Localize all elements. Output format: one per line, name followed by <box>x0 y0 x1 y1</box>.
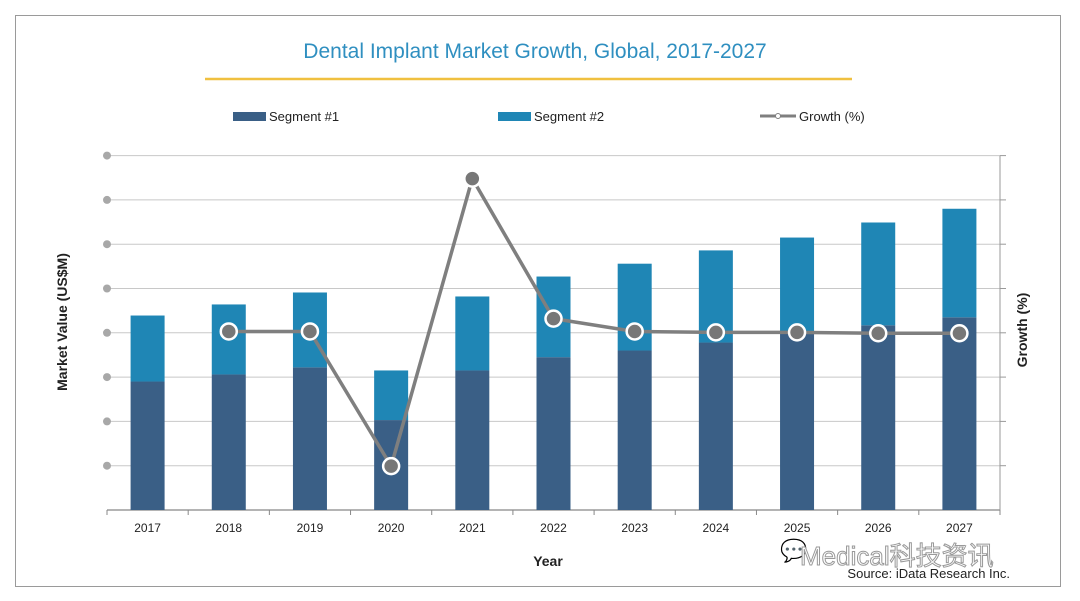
bar-segment-1 <box>292 367 327 510</box>
x-tick-label: 2026 <box>865 521 892 535</box>
legend-marker-growth <box>775 113 781 119</box>
chart-title: Dental Implant Market Growth, Global, 20… <box>303 40 766 63</box>
bar-segment-1 <box>536 357 571 510</box>
legend-label-growth: Growth (%) <box>799 109 865 124</box>
growth-marker <box>868 323 888 343</box>
growth-marker <box>463 169 482 188</box>
growth-marker <box>219 322 239 341</box>
bar-segment-2 <box>780 237 815 334</box>
x-tick-label: 2023 <box>621 521 648 535</box>
growth-marker <box>300 322 320 341</box>
bar-segment-1 <box>130 381 165 510</box>
chart-frame <box>15 15 1061 587</box>
y-axis-tick-dot <box>103 284 111 293</box>
y-axis-tick-dot <box>103 195 111 204</box>
bar-segment-1 <box>211 374 246 510</box>
bar-segment-2 <box>130 315 165 382</box>
bar-segment-2 <box>455 296 490 371</box>
y-axis-tick-dot <box>103 461 111 470</box>
growth-marker <box>544 309 563 328</box>
x-tick-label: 2017 <box>134 521 161 535</box>
y-axis-tick-dot <box>103 240 111 249</box>
bar-segment-1 <box>617 350 652 510</box>
growth-marker <box>625 322 644 341</box>
source-note: Source: iData Research Inc. <box>847 566 1010 581</box>
bar-segment-2 <box>861 222 896 326</box>
x-tick-label: 2020 <box>378 521 405 535</box>
x-tick-label: 2022 <box>540 521 567 535</box>
bar-segment-1 <box>942 317 977 510</box>
growth-marker <box>706 323 726 342</box>
growth-marker <box>787 323 807 342</box>
bar-segment-1 <box>780 333 815 510</box>
x-tick-label: 2021 <box>459 521 486 535</box>
x-tick-label: 2024 <box>703 521 730 535</box>
growth-marker <box>950 323 969 343</box>
y-axis-label: Market Value (US$M) <box>54 253 70 391</box>
x-tick-label: 2025 <box>784 521 811 535</box>
bar-segment-1 <box>698 342 733 510</box>
wechat-icon: 💬 <box>780 538 808 563</box>
legend-label-segment-2: Segment #2 <box>534 109 604 124</box>
bar-segment-2 <box>374 370 409 421</box>
growth-marker <box>381 456 401 476</box>
bar-segment-1 <box>861 325 896 510</box>
legend-swatch-segment-2 <box>498 112 531 121</box>
growth-line <box>228 174 960 471</box>
y-axis-tick-dot <box>103 417 111 426</box>
x-axis-label: Year <box>533 553 563 569</box>
y2-axis-label: Growth (%) <box>1014 293 1030 368</box>
y-axis-tick-dot <box>103 151 111 160</box>
legend-label-segment-1: Segment #1 <box>269 109 339 124</box>
watermark: Medical科技资讯 <box>800 541 995 572</box>
legend-swatch-segment-1 <box>233 112 266 121</box>
y-axis-tick-dot <box>103 373 111 382</box>
bar-segment-1 <box>455 370 490 510</box>
y-axis-tick-dot <box>103 328 111 337</box>
x-tick-label: 2018 <box>215 521 242 535</box>
x-tick-label: 2019 <box>297 521 324 535</box>
bar-segment-2 <box>942 208 977 318</box>
x-tick-label: 2027 <box>946 521 973 535</box>
legend: Segment #1 Segment #2 Growth (%) <box>233 109 865 124</box>
